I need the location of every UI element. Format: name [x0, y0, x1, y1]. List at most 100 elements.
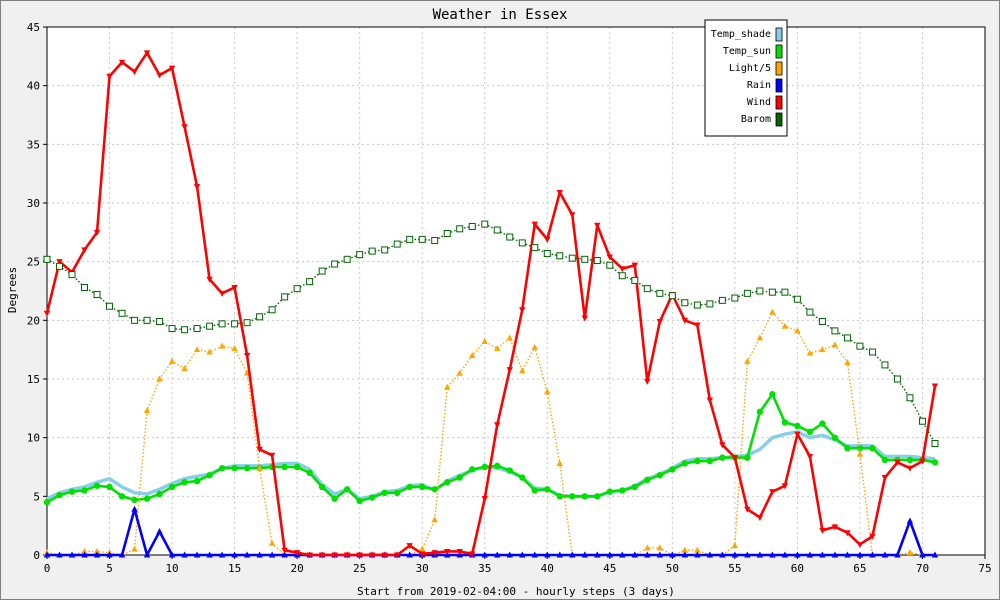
series-wind-point	[206, 276, 213, 283]
series-light-5-point	[769, 308, 776, 315]
series-wind-point	[193, 184, 201, 191]
series-rain-point	[906, 517, 914, 524]
series-barom-point	[781, 288, 789, 296]
series-wind-point	[243, 353, 251, 360]
series-barom-point	[506, 233, 514, 241]
series-barom-point	[68, 271, 76, 279]
series-light-5-point	[268, 539, 276, 546]
series-rain-point	[143, 551, 151, 558]
series-barom-point	[281, 293, 289, 301]
series-temp-sun-point	[569, 493, 576, 500]
series-barom-point	[231, 320, 239, 328]
series-wind-point	[281, 547, 288, 554]
series-wind-point	[256, 446, 263, 453]
series-temp-sun-point	[719, 454, 726, 461]
series-temp-sun-point	[406, 483, 413, 491]
series-rain-point	[106, 551, 113, 558]
series-barom-point	[656, 289, 664, 297]
series-wind-point	[556, 189, 563, 196]
series-wind-point	[544, 236, 551, 243]
series-rain-point	[594, 551, 601, 558]
series-light-5-point	[794, 327, 801, 334]
series-wind-point	[706, 397, 714, 404]
series-barom-point	[881, 361, 889, 369]
series-rain-point	[881, 551, 889, 558]
series-barom-point	[368, 247, 376, 255]
series-temp-sun-point	[368, 494, 376, 501]
x-tick-label: 15	[228, 562, 241, 575]
x-axis-label: Start from 2019-02-04:00 - hourly steps …	[357, 585, 675, 598]
series-wind-point	[794, 431, 801, 438]
series-wind-point	[56, 259, 63, 266]
series-wind-point	[931, 383, 939, 390]
series-barom-point	[931, 440, 939, 448]
series-temp-sun-point	[556, 493, 563, 500]
series-temp-sun-point	[81, 487, 88, 494]
series-temp-sun-point	[781, 419, 789, 426]
series-wind-point	[744, 506, 751, 513]
legend-rain-swatch	[775, 78, 783, 93]
series-temp-sun-point	[206, 472, 213, 479]
series-barom-point	[331, 260, 339, 268]
series-barom-point	[168, 325, 176, 333]
series-wind-point	[694, 322, 701, 329]
series-wind-point	[756, 514, 764, 521]
series-temp-sun-point	[118, 493, 126, 500]
series-wind-point	[619, 266, 626, 273]
series-light-5-point	[644, 544, 651, 551]
series-temp-sun-point	[819, 420, 826, 427]
series-wind-point	[143, 50, 151, 57]
series-rain-point	[93, 551, 101, 558]
legend: Temp_shade Temp_sun Light/5 Rain Wind Barom	[704, 19, 788, 137]
series-barom-point	[743, 289, 751, 297]
series-rain-point	[819, 551, 826, 558]
series-barom-point	[693, 301, 701, 309]
series-barom-point	[243, 319, 251, 327]
series-wind	[43, 50, 939, 559]
series-wind-point	[456, 548, 463, 555]
series-rain-point	[794, 551, 801, 558]
series-barom-point	[631, 276, 639, 284]
series-light-5-point	[831, 341, 839, 348]
x-tick-label: 45	[603, 562, 616, 575]
series-temp-sun-point	[844, 445, 851, 452]
y-tick-label: 35	[27, 138, 40, 151]
series-wind-point	[218, 290, 226, 297]
series-wind-point	[381, 552, 388, 559]
series-barom-point	[256, 313, 264, 321]
y-tick-label: 5	[33, 490, 40, 503]
x-tick-label: 25	[353, 562, 366, 575]
series-light-5-point	[143, 407, 151, 414]
series-temp-sun-point	[143, 495, 151, 502]
series-temp-sun-point	[281, 463, 288, 471]
series-temp-sun-point	[56, 491, 63, 499]
x-tick-label: 35	[478, 562, 491, 575]
series-barom-point	[818, 318, 826, 326]
series-barom-point	[131, 316, 139, 324]
series-rain-point	[544, 551, 551, 558]
series-temp-sun-point	[393, 489, 401, 497]
series-wind-point	[631, 262, 639, 269]
series-rain-point	[556, 551, 563, 558]
series-barom-point	[606, 261, 614, 269]
series-light-5-point	[206, 348, 213, 355]
series-temp-sun-point	[694, 457, 701, 465]
series-wind-point	[393, 552, 401, 559]
x-tick-label: 70	[916, 562, 929, 575]
series-rain-point	[894, 551, 901, 558]
series-wind-point	[356, 552, 363, 559]
series-rain-point	[581, 551, 588, 558]
series-rain-point	[694, 551, 701, 558]
series-wind-point	[343, 552, 351, 559]
series-rain-point	[619, 551, 626, 558]
series-barom-point	[81, 283, 89, 291]
series-wind-point	[469, 551, 476, 558]
series-light-5-point	[756, 334, 764, 341]
y-tick-label: 40	[27, 80, 40, 93]
series-temp-sun-point	[681, 460, 689, 467]
series-barom-point	[468, 222, 476, 230]
series-temp-sun-point	[381, 489, 388, 497]
series-light-5-point	[494, 344, 501, 351]
x-tick-label: 50	[666, 562, 679, 575]
